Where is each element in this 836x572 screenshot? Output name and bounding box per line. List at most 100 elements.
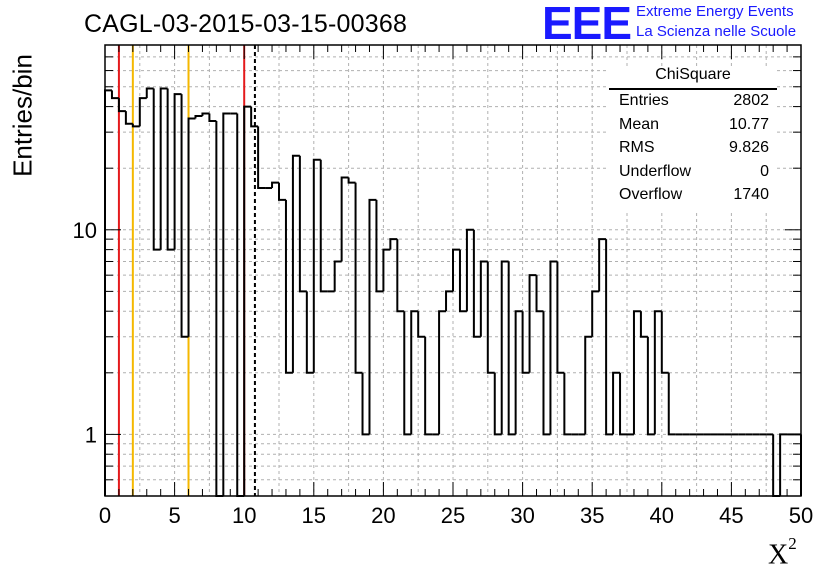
histogram-bin [514, 310, 523, 435]
logo-text-line2: La Scienza nelle Scuole [636, 23, 797, 40]
stats-value: 0 [760, 163, 769, 180]
eee-logo: EEE [542, 0, 632, 49]
histogram-bin [152, 88, 161, 251]
histogram-bin [584, 335, 593, 435]
y-tick-label: 10 [73, 218, 97, 243]
x-axis-label: X2 [768, 534, 797, 571]
histogram-bin [382, 248, 391, 292]
histogram-bin [117, 98, 126, 113]
histogram-bin [368, 198, 377, 435]
histogram-bin [591, 290, 600, 337]
histogram-bin [528, 274, 537, 373]
histogram-bin [250, 106, 259, 128]
x-axis-label-superscript: 2 [788, 534, 797, 553]
histogram-bin [660, 311, 669, 374]
histogram-bin [438, 310, 447, 435]
histogram-bin [646, 336, 655, 436]
histogram-bars [104, 87, 802, 497]
histogram-bin [110, 90, 119, 100]
histogram-bin [479, 260, 488, 337]
histogram-bin [361, 372, 370, 436]
x-tick-label: 15 [302, 503, 326, 528]
histogram-bin [208, 113, 217, 123]
histogram-bin [298, 155, 307, 293]
histogram-bin [639, 311, 648, 338]
histogram-bin [410, 310, 419, 435]
x-tick-label: 20 [371, 503, 395, 528]
histogram-bin [472, 229, 481, 338]
histogram-bin [417, 311, 426, 338]
histogram-bin [194, 114, 203, 119]
histogram-bin [354, 182, 363, 374]
histogram-bin [605, 239, 614, 436]
histogram-bin [159, 87, 168, 250]
histogram-bin [166, 88, 175, 251]
y-tick-label: 1 [85, 422, 97, 447]
histogram-bin [333, 260, 342, 292]
histogram-bin [145, 87, 154, 99]
histogram-bin [131, 123, 140, 128]
x-tick-label: 50 [789, 503, 813, 528]
x-tick-label: 0 [99, 503, 111, 528]
x-tick-label: 30 [510, 503, 534, 528]
stats-key: Overflow [619, 186, 683, 203]
histogram-bin [271, 181, 279, 189]
histogram-bin [124, 111, 133, 125]
histogram-bin [375, 199, 384, 293]
histogram-bin [291, 154, 300, 373]
stats-value: 9.826 [728, 139, 769, 156]
histogram-bin [667, 372, 676, 436]
y-axis-label: Entries/bin [7, 54, 38, 177]
histogram-bin [619, 372, 627, 436]
histogram-bin [243, 105, 252, 496]
histogram-bin [187, 117, 196, 337]
histogram-bin [653, 310, 662, 435]
stats-key: Entries [619, 92, 669, 109]
x-tick-label: 45 [719, 503, 743, 528]
histogram-bin [305, 291, 314, 374]
histogram-bin [201, 112, 210, 116]
histogram-bin [452, 248, 460, 292]
histogram-bin [257, 126, 266, 190]
histogram-bin [173, 93, 182, 250]
tick-labels: 0 5 10 15 20 25 30 35 40 45 50 1 10 [73, 218, 814, 528]
stats-title: ChiSquare [655, 66, 731, 83]
x-tick-label: 35 [580, 503, 604, 528]
histogram-bin [340, 176, 349, 262]
histogram-bin [507, 261, 516, 436]
histogram-bin [465, 228, 474, 312]
histogram-bin [284, 199, 293, 374]
stats-key: Underflow [619, 163, 692, 180]
x-tick-label: 25 [441, 503, 465, 528]
histogram-bin [424, 336, 433, 436]
histogram-bin [521, 311, 530, 374]
histogram-bin [493, 372, 502, 436]
histogram-bin [549, 260, 558, 435]
stats-value: 1740 [733, 186, 769, 203]
axis-ticks [104, 44, 802, 497]
stats-key: RMS [619, 139, 655, 156]
histogram-bin [500, 260, 509, 435]
histogram-bin [222, 112, 231, 496]
histogram-bin [486, 261, 495, 374]
histogram-bin [458, 249, 467, 313]
x-tick-label: 10 [232, 503, 256, 528]
histogram-bin [535, 275, 544, 313]
histogram-bin [403, 311, 412, 436]
histogram-bin [319, 159, 328, 293]
stats-box: ChiSquare Entries 2802 Mean 10.77 RMS 9.… [609, 66, 777, 210]
stats-key: Mean [619, 116, 660, 133]
x-axis-label-base: X [768, 539, 789, 571]
run-title: CAGL-03-2015-03-15-00368 [84, 10, 408, 38]
histogram-bin [278, 182, 286, 201]
histogram-bin [138, 97, 147, 127]
logo-text-line1: Extreme Energy Events [636, 3, 794, 20]
histogram-bin [556, 261, 565, 374]
histogram-bin [312, 158, 321, 373]
histogram-bin [347, 177, 356, 184]
histogram-bin [542, 311, 551, 436]
x-tick-label: 5 [168, 503, 180, 528]
x-tick-label: 40 [650, 503, 674, 528]
histogram-bin [632, 310, 641, 435]
